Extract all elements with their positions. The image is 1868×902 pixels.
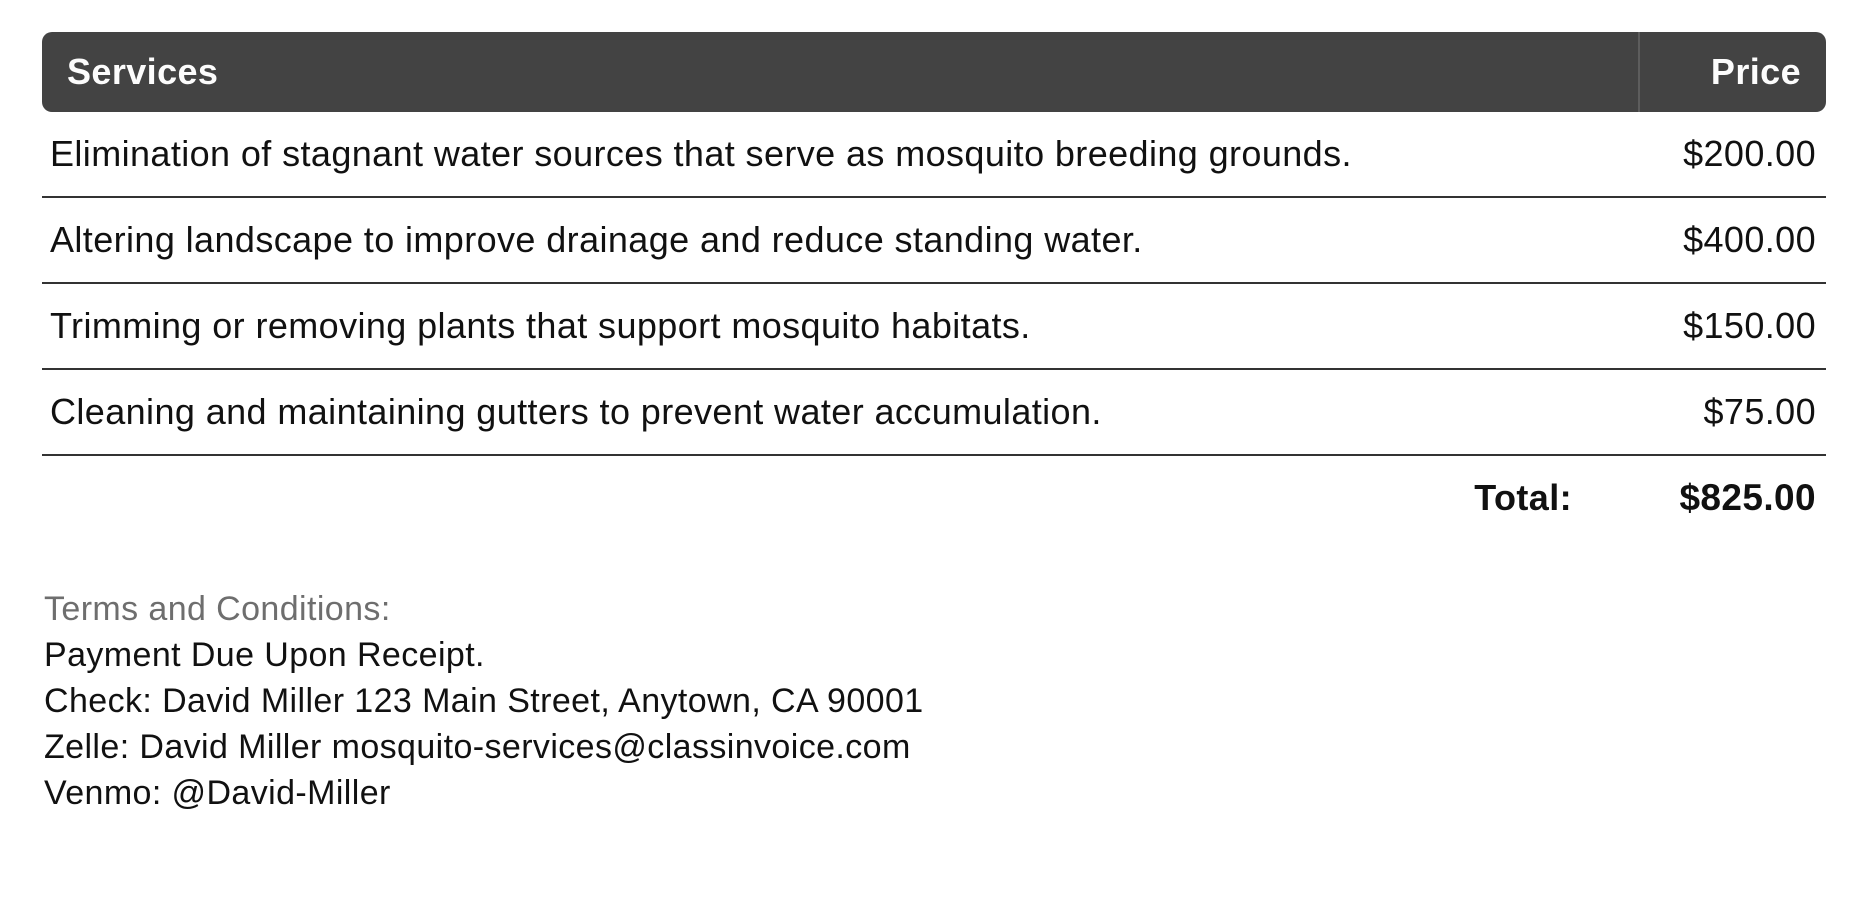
- service-description: Altering landscape to improve drainage a…: [50, 219, 1143, 260]
- service-description: Elimination of stagnant water sources th…: [50, 133, 1352, 174]
- service-description: Trimming or removing plants that support…: [50, 305, 1031, 346]
- terms-payment-due-line: Payment Due Upon Receipt.: [44, 636, 485, 674]
- table-row: Altering landscape to improve drainage a…: [42, 198, 1826, 284]
- services-column-header: Services: [67, 51, 219, 92]
- total-amount: $825.00: [1679, 477, 1816, 518]
- price-column-header: Price: [1638, 32, 1826, 112]
- service-price: $150.00: [1683, 305, 1816, 346]
- service-description: Cleaning and maintaining gutters to prev…: [50, 391, 1102, 432]
- service-price: $400.00: [1683, 219, 1816, 260]
- table-header-row: Services Price: [42, 32, 1826, 112]
- total-label: Total:: [1474, 477, 1572, 518]
- terms-section: Terms and Conditions: Payment Due Upon R…: [44, 586, 1826, 816]
- table-row: Trimming or removing plants that support…: [42, 284, 1826, 370]
- service-price: $75.00: [1703, 391, 1816, 432]
- terms-check-line: Check: David Miller 123 Main Street, Any…: [44, 682, 924, 720]
- table-row: Elimination of stagnant water sources th…: [42, 112, 1826, 198]
- terms-zelle-line: Zelle: David Miller mosquito-services@cl…: [44, 728, 911, 766]
- total-row: Total: $825.00: [42, 456, 1826, 540]
- table-row: Cleaning and maintaining gutters to prev…: [42, 370, 1826, 456]
- terms-venmo-line: Venmo: @David-Miller: [44, 774, 391, 812]
- service-price: $200.00: [1683, 133, 1816, 174]
- terms-heading: Terms and Conditions:: [44, 590, 391, 628]
- services-invoice-table: Services Price Elimination of stagnant w…: [42, 32, 1826, 540]
